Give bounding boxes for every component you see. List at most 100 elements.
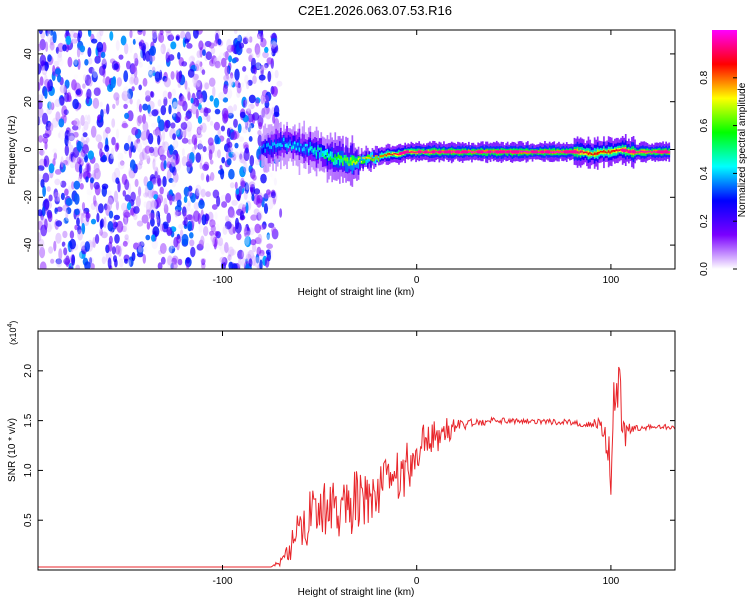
noise-blob xyxy=(198,239,204,248)
noise-blob xyxy=(97,141,104,150)
noise-blob xyxy=(168,189,173,197)
noise-blob xyxy=(245,120,249,131)
ridge-cell xyxy=(610,150,613,153)
noise-blob xyxy=(192,73,199,81)
noise-blob xyxy=(157,262,163,269)
noise-blob xyxy=(54,178,61,186)
noise-blob xyxy=(189,232,194,239)
noise-blob xyxy=(156,174,161,187)
ridge-cell xyxy=(391,152,394,156)
noise-blob xyxy=(54,169,62,175)
noise-blob xyxy=(50,102,55,111)
ridge-cell xyxy=(281,137,284,144)
noise-blob xyxy=(142,121,149,132)
noise-blob xyxy=(248,136,253,142)
noise-blob xyxy=(122,209,130,219)
noise-blob xyxy=(96,31,102,42)
noise-blob xyxy=(111,136,116,146)
noise-blob xyxy=(166,226,173,237)
noise-blob xyxy=(228,261,234,269)
noise-blob xyxy=(217,149,221,159)
ridge-cell xyxy=(290,146,293,150)
noise-blob xyxy=(243,175,250,184)
ridge-cell xyxy=(328,153,330,161)
ridge-cell xyxy=(528,151,531,153)
noise-blob xyxy=(181,148,185,157)
noise-blob xyxy=(252,112,260,121)
ridge-cell xyxy=(311,146,313,153)
noise-blob xyxy=(231,81,236,88)
spectrogram-x-ticks: -100 0 100 xyxy=(212,30,620,286)
noise-blob xyxy=(171,158,176,167)
noise-blob xyxy=(228,55,233,63)
noise-blob xyxy=(99,219,103,230)
noise-blob xyxy=(71,120,78,126)
spectrogram-x-tick-label: 100 xyxy=(603,275,620,286)
noise-blob xyxy=(141,42,147,52)
noise-blob xyxy=(41,206,46,217)
noise-blob xyxy=(104,144,110,152)
noise-blob xyxy=(47,54,52,62)
noise-blob xyxy=(44,89,48,99)
ridge-cell xyxy=(654,151,657,153)
ridge-cell xyxy=(365,157,368,166)
noise-blob xyxy=(237,123,242,134)
noise-blob xyxy=(228,168,235,180)
ridge-peak xyxy=(533,150,539,154)
noise-blob xyxy=(145,199,151,210)
noise-blob xyxy=(39,38,46,51)
colorbar: 0.0 0.2 0.4 0.6 0.8 Normalized spectral ampl… xyxy=(699,30,748,276)
noise-blob xyxy=(124,194,131,202)
ridge-cell xyxy=(318,152,321,159)
noise-blob xyxy=(194,188,200,200)
ridge-cell xyxy=(283,137,285,142)
noise-blob xyxy=(101,250,107,257)
noise-blob xyxy=(142,113,147,124)
noise-blob xyxy=(228,209,233,218)
ridge-cell xyxy=(646,151,649,153)
noise-blob xyxy=(171,101,178,113)
noise-blob xyxy=(236,84,242,94)
noise-blob xyxy=(176,111,182,123)
noise-blob xyxy=(72,125,79,131)
ridge-cell xyxy=(373,159,375,161)
noise-blob xyxy=(251,255,256,267)
ridge-cell xyxy=(266,143,268,148)
noise-blob xyxy=(263,94,270,104)
ridge-cell xyxy=(374,155,377,160)
ridge-peak xyxy=(404,150,410,154)
multiplier-exponent: 4 xyxy=(7,323,14,327)
noise-blob xyxy=(160,43,166,55)
noise-blob xyxy=(208,42,215,49)
ridge-cell xyxy=(550,151,552,153)
noise-blob xyxy=(148,70,154,82)
ridge-cell xyxy=(345,157,347,162)
ridge-cell xyxy=(377,158,380,162)
noise-blob xyxy=(248,258,253,268)
noise-blob xyxy=(244,234,250,246)
noise-blob xyxy=(246,32,251,43)
noise-blob xyxy=(100,51,106,59)
noise-blob xyxy=(73,180,81,190)
ridge-cell xyxy=(520,151,523,153)
noise-blob xyxy=(124,92,131,104)
noise-blob xyxy=(255,58,261,70)
noise-blob xyxy=(249,184,254,193)
noise-blob xyxy=(193,210,200,222)
ridge-cell xyxy=(349,157,352,166)
noise-blob xyxy=(147,189,155,199)
ridge-cell xyxy=(523,150,526,152)
noise-blob xyxy=(221,257,228,266)
noise-blob xyxy=(234,68,240,81)
noise-blob xyxy=(98,65,106,76)
ridge-cell xyxy=(485,149,487,154)
snr-x-tick-label: -100 xyxy=(212,576,232,587)
noise-blob xyxy=(220,125,225,132)
noise-blob xyxy=(77,225,82,235)
noise-blob xyxy=(242,126,248,134)
noise-blob xyxy=(138,103,143,113)
ridge-cell xyxy=(427,149,430,154)
ridge-cell xyxy=(261,145,263,149)
noise-blob xyxy=(162,75,168,82)
ridge-cell xyxy=(606,151,608,154)
